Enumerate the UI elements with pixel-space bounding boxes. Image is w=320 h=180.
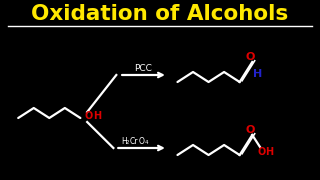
Text: O: O bbox=[258, 147, 266, 157]
Text: PCC: PCC bbox=[134, 64, 152, 73]
Text: O: O bbox=[246, 52, 255, 62]
Text: 4: 4 bbox=[144, 141, 148, 145]
Text: O: O bbox=[139, 136, 145, 145]
Text: H: H bbox=[265, 147, 273, 157]
Text: Cr: Cr bbox=[130, 136, 138, 145]
Text: H: H bbox=[93, 111, 101, 121]
Text: H: H bbox=[121, 136, 127, 145]
Text: Oxidation of Alcohols: Oxidation of Alcohols bbox=[31, 4, 289, 24]
Text: O: O bbox=[84, 111, 92, 121]
Text: H: H bbox=[253, 69, 263, 79]
Text: 2: 2 bbox=[126, 141, 130, 145]
Text: O: O bbox=[246, 125, 255, 135]
